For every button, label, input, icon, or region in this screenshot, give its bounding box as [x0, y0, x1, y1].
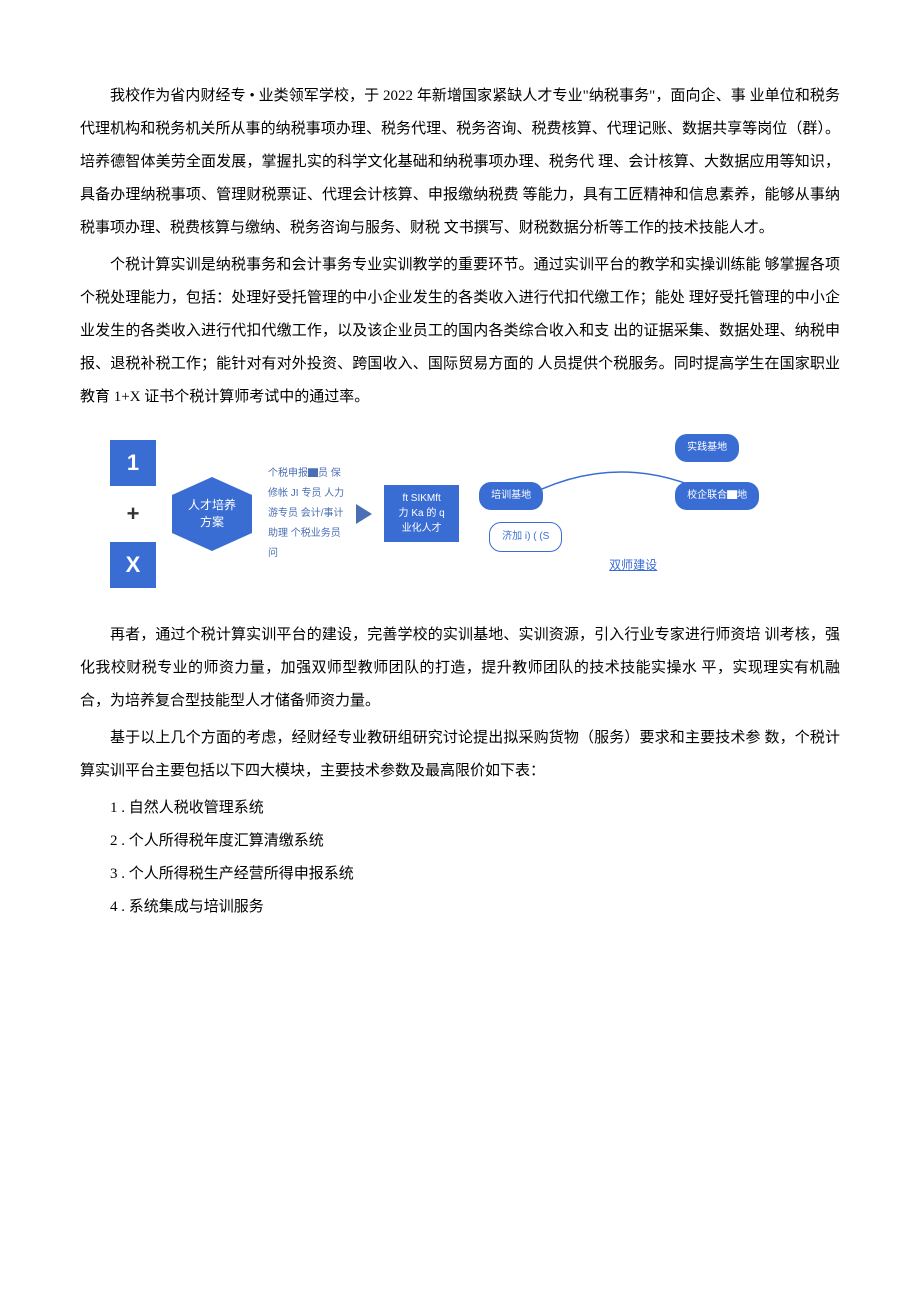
diagram-section: 1 + X 人才培养 方案 个税申报▇员 保 修帐 JI 专员 人力 游专员 会… [110, 434, 840, 594]
plus-sign: + [127, 490, 140, 538]
role-item: 修帐 JI 专员 人力 [268, 486, 344, 502]
pill-training-base: 培训基地 [479, 482, 543, 510]
list-item-1: 1 . 自然人税收管理系统 [80, 792, 840, 825]
paragraph-4: 基于以上几个方面的考虑，经财经专业教研组研究讨论提出拟采购货物（服务）要求和主要… [80, 722, 840, 788]
box-one: 1 [110, 440, 156, 486]
box-x: X [110, 542, 156, 588]
right-diagram: 实践基地 培训基地 校企联合▇地 济加 i) ( (S 双师建设 [479, 434, 759, 594]
pill-school-enterprise: 校企联合▇地 [675, 482, 759, 510]
dual-teacher-link[interactable]: 双师建设 [609, 552, 657, 578]
blue-outcome-block: ft SIKMft 力 Ka 的 q 业化人才 [384, 485, 459, 542]
left-diagram: 1 + X 人才培养 方案 个税申报▇员 保 修帐 JI 专员 人力 游专员 会… [110, 440, 459, 588]
paragraph-3: 再者，通过个税计算实训平台的建设，完善学校的实训基地、实训资源，引入行业专家进行… [80, 619, 840, 718]
list-item-3: 3 . 个人所得税生产经营所得申报系统 [80, 858, 840, 891]
one-plus-x-column: 1 + X [110, 440, 156, 588]
role-item: 个税申报▇员 保 [268, 466, 344, 482]
hexagon-plan: 人才培养 方案 [168, 475, 256, 553]
hexagon-label: 人才培养 方案 [188, 497, 236, 531]
role-item: 游专员 会计/事计 [268, 506, 344, 522]
pill-outline-bottom: 济加 i) ( (S [489, 522, 562, 552]
role-item: 助理 个税业务员 [268, 526, 344, 542]
list-item-4: 4 . 系统集成与培训服务 [80, 891, 840, 924]
pill-practice-base: 实践基地 [675, 434, 739, 462]
role-list: 个税申报▇员 保 修帐 JI 专员 人力 游专员 会计/事计 助理 个税业务员 … [268, 466, 344, 562]
arrow-right-icon [356, 504, 372, 524]
role-item: 问 [268, 546, 344, 562]
paragraph-1: 我校作为省内财经专 • 业类领军学校，于 2022 年新增国家紧缺人才专业"纳税… [80, 80, 840, 245]
paragraph-2: 个税计算实训是纳税事务和会计事务专业实训教学的重要环节。通过实训平台的教学和实操… [80, 249, 840, 414]
list-item-2: 2 . 个人所得税年度汇算清缴系统 [80, 825, 840, 858]
